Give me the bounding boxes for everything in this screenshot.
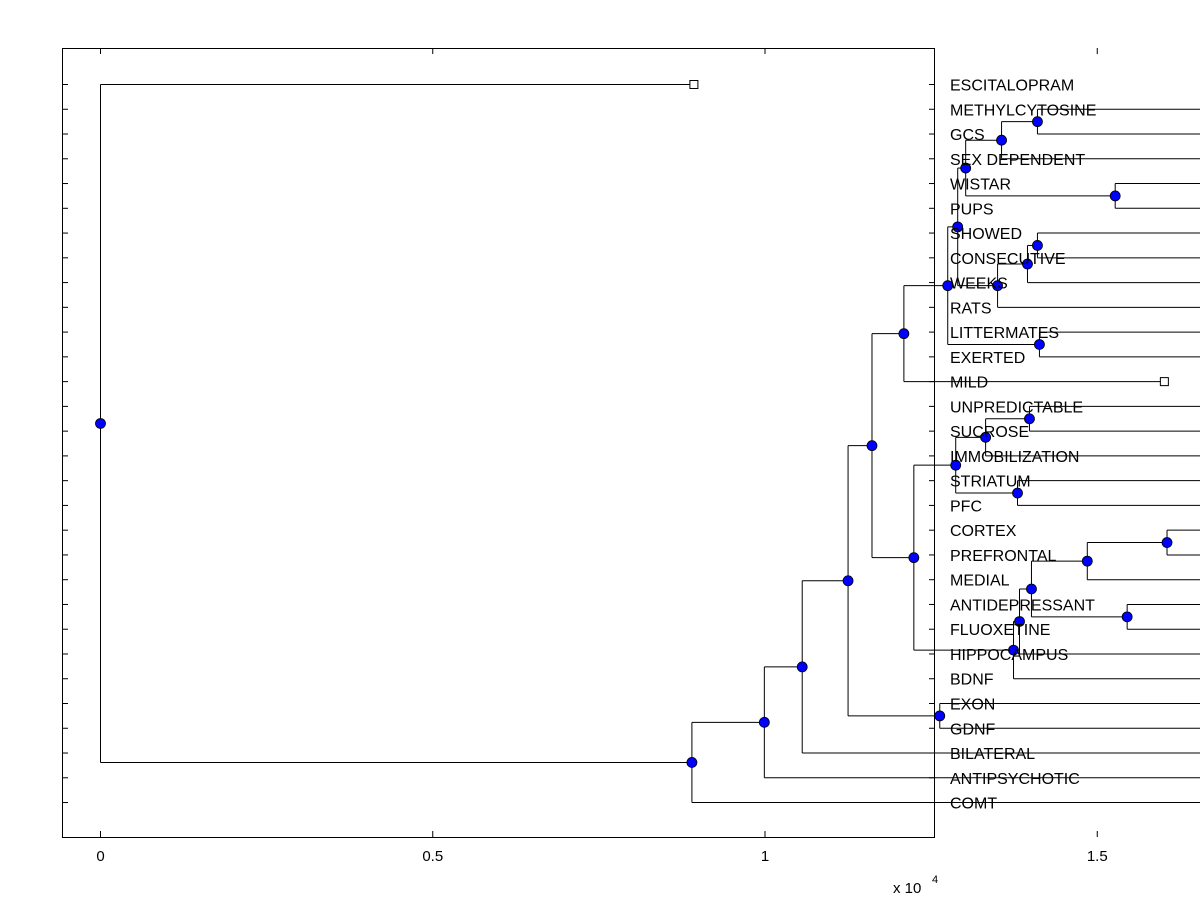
- leaf-labels: ESCITALOPRAM METHYLCYTOSINE GCS SEX DEPENDE…: [950, 78, 1096, 813]
- leaf-label: ESCITALOPRAM: [950, 78, 1074, 95]
- dendrogram-links: [100, 84, 1200, 804]
- merge-node: [942, 280, 954, 292]
- leaf-label: CORTEX: [950, 523, 1017, 540]
- x-axis-ticks: 00.511.522.5: [96, 48, 1108, 865]
- merge-node: [934, 710, 946, 722]
- merge-node: [866, 440, 878, 452]
- leaf-label: SUCROSE: [950, 424, 1029, 441]
- merge-node: [996, 134, 1007, 146]
- right-axis-ticks: [929, 84, 935, 804]
- merge-node: [960, 162, 972, 174]
- leaf-label: ANTIPSYCHOTIC: [950, 771, 1080, 788]
- merge-node: [1022, 258, 1033, 270]
- leaf-label: CONSECUTIVE: [950, 251, 1066, 268]
- merge-node: [758, 716, 770, 728]
- leaf-label: GDNF: [950, 721, 996, 738]
- leaf-label: METHYLCYTOSINE: [950, 102, 1096, 119]
- leaf-label: GCS: [950, 127, 985, 144]
- leaf-marker: [1159, 377, 1169, 387]
- merge-node: [796, 661, 808, 673]
- leaf-label: ANTIDEPRESSANT: [950, 597, 1095, 614]
- leaf-label: HIPPOCAMPUS: [950, 647, 1068, 664]
- x-tick-label: 0.5: [422, 848, 443, 865]
- leaf-marker: [689, 80, 699, 89]
- merge-node: [1081, 555, 1093, 567]
- leaf-label: MILD: [950, 375, 988, 392]
- leaf-label: PUPS: [950, 201, 994, 218]
- merge-node: [1161, 537, 1173, 548]
- left-axis-ticks: [62, 84, 68, 804]
- merge-node: [898, 328, 910, 340]
- merge-node: [1034, 339, 1045, 350]
- x-scale-exponent: 4: [932, 874, 938, 886]
- x-tick-label: 0: [96, 848, 104, 865]
- leaf-label: EXON: [950, 697, 995, 714]
- merge-node: [992, 280, 1003, 292]
- leaf-label: BILATERAL: [950, 746, 1035, 763]
- leaf-label: LITTERMATES: [950, 325, 1059, 342]
- x-scale-label: x 10: [893, 880, 921, 897]
- merge-node: [686, 757, 698, 768]
- merge-node: [980, 431, 992, 443]
- merge-node: [1109, 190, 1121, 202]
- leaf-markers: [689, 80, 1169, 387]
- leaf-label: COMT: [950, 796, 997, 813]
- merge-node: [1026, 583, 1037, 595]
- leaf-label: BDNF: [950, 672, 994, 689]
- x-tick-label: 1: [761, 848, 769, 865]
- leaf-label: UNPREDICTABLE: [950, 399, 1083, 416]
- leaf-label: WEEKS: [950, 276, 1008, 293]
- merge-node: [842, 575, 854, 587]
- leaf-label: STRIATUM: [950, 474, 1031, 491]
- merge-node: [950, 459, 962, 471]
- merge-node: [1032, 240, 1043, 251]
- x-tick-label: 1.5: [1087, 848, 1108, 865]
- merge-node: [1121, 611, 1133, 623]
- merge-nodes: [95, 116, 1173, 768]
- merge-node: [1012, 487, 1023, 499]
- merge-node: [1032, 116, 1043, 128]
- leaf-label: SEX DEPENDENT: [950, 152, 1085, 169]
- merge-node: [908, 552, 920, 564]
- leaf-label: MEDIAL: [950, 573, 1010, 590]
- leaf-label: PREFRONTAL: [950, 548, 1056, 565]
- plot-area-frame: [62, 48, 935, 838]
- leaf-label: PFC: [950, 498, 982, 515]
- leaf-label: SHOWED: [950, 226, 1022, 243]
- leaf-label: RATS: [950, 300, 991, 317]
- merge-node: [1014, 616, 1025, 627]
- merge-node: [952, 221, 964, 233]
- leaf-label: IMMOBILIZATION: [950, 449, 1079, 466]
- merge-node: [1008, 644, 1019, 656]
- merge-node: [95, 418, 106, 429]
- leaf-label: EXERTED: [950, 350, 1025, 367]
- leaf-label: WISTAR: [950, 177, 1011, 194]
- merge-node: [1024, 413, 1035, 425]
- leaf-label: FLUOXETINE: [950, 622, 1050, 639]
